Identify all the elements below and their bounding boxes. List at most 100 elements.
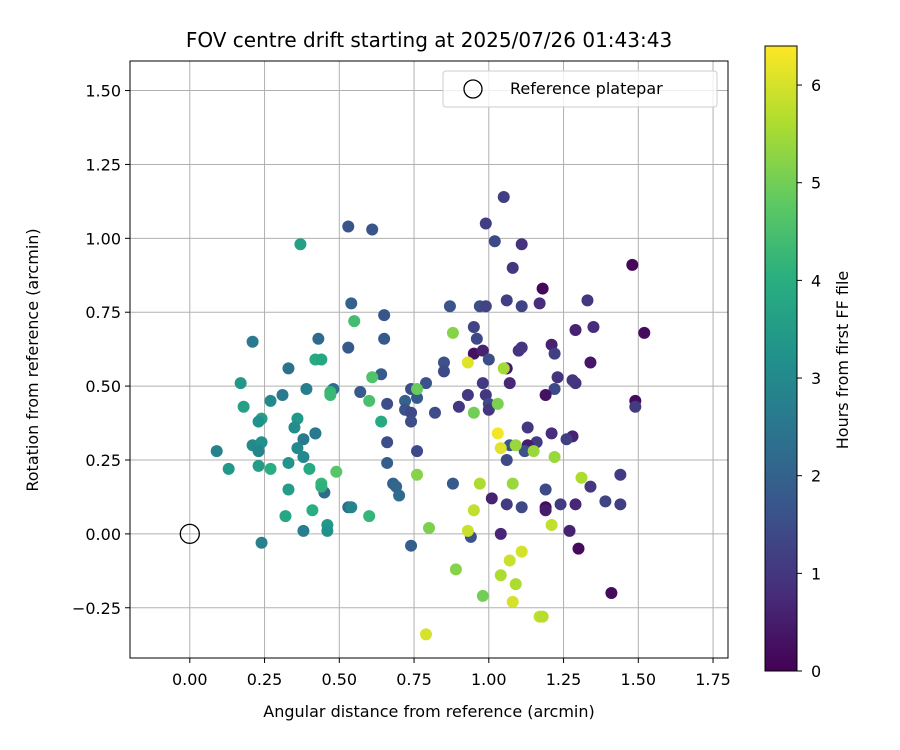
data-point: [548, 383, 561, 396]
data-point: [375, 415, 388, 428]
data-point: [599, 495, 612, 508]
data-point: [345, 501, 358, 514]
x-tick-label: 1.25: [546, 670, 582, 689]
x-tick-label: 1.75: [695, 670, 731, 689]
data-point: [461, 356, 474, 369]
data-point: [509, 439, 522, 452]
x-tick-label: 1.50: [620, 670, 656, 689]
data-point: [461, 524, 474, 537]
data-point: [509, 578, 522, 591]
data-point: [291, 442, 304, 455]
data-point: [461, 388, 474, 401]
data-point: [614, 468, 627, 481]
x-tick-label: 0.25: [247, 670, 283, 689]
data-point: [494, 569, 507, 582]
data-point: [348, 315, 361, 328]
data-point: [470, 332, 483, 345]
data-point: [521, 421, 534, 434]
data-point: [393, 489, 406, 502]
data-point: [506, 477, 519, 490]
data-point: [437, 365, 450, 378]
data-point: [506, 595, 519, 608]
data-point: [545, 427, 558, 440]
colorbar-tick-label: 4: [811, 271, 821, 290]
data-point: [548, 451, 561, 464]
data-point: [411, 383, 424, 396]
data-point: [264, 394, 277, 407]
data-point: [294, 238, 307, 251]
data-point: [428, 406, 441, 419]
data-point: [405, 415, 418, 428]
data-point: [479, 217, 492, 230]
x-axis-ticks: 0.00 0.25 0.50 0.75 1.00 1.25 1.50 1.75: [172, 658, 731, 689]
data-point: [282, 483, 295, 496]
data-point: [539, 483, 552, 496]
colorbar-tick-label: 3: [811, 369, 821, 388]
data-point: [297, 451, 310, 464]
data-point: [297, 433, 310, 446]
data-point: [476, 589, 489, 602]
data-point: [587, 320, 600, 333]
data-point: [222, 462, 235, 475]
legend-open-circle-icon: [463, 79, 483, 99]
data-point: [446, 477, 459, 490]
data-point: [252, 445, 265, 458]
data-point: [494, 442, 507, 455]
data-point: [279, 510, 292, 523]
data-point: [342, 220, 355, 233]
data-point: [497, 362, 510, 375]
data-point: [566, 374, 579, 387]
data-point: [381, 397, 394, 410]
data-point: [638, 326, 651, 339]
data-point: [282, 456, 295, 469]
data-point: [575, 471, 588, 484]
x-axis-label: Angular distance from reference (arcmin): [263, 702, 594, 721]
data-point: [515, 545, 528, 558]
data-point: [315, 353, 328, 366]
colorbar-ticks: 0 1 2 3 4 5 6: [797, 76, 821, 681]
data-point: [536, 610, 549, 623]
data-point: [381, 456, 394, 469]
data-point: [503, 554, 516, 567]
data-point: [315, 480, 328, 493]
data-point: [354, 386, 367, 399]
colorbar-tick-label: 5: [811, 174, 821, 193]
data-point: [252, 459, 265, 472]
data-point: [288, 421, 301, 434]
colorbar-gradient: [764, 45, 798, 672]
data-point: [297, 524, 310, 537]
data-point: [500, 294, 513, 307]
data-point: [629, 400, 642, 413]
y-axis-label: Rotation from reference (arcmin): [23, 228, 42, 491]
data-point: [569, 323, 582, 336]
y-tick-label: 0.50: [85, 377, 121, 396]
data-point: [626, 258, 639, 271]
data-point: [563, 524, 576, 537]
data-point: [572, 542, 585, 555]
data-point: [345, 297, 358, 310]
data-point: [399, 394, 412, 407]
data-point: [554, 498, 567, 511]
data-point: [491, 397, 504, 410]
data-point: [500, 498, 513, 511]
data-point: [324, 388, 337, 401]
data-point: [548, 347, 561, 360]
y-axis-ticks: −0.25 0.00 0.25 0.50 0.75 1.00 1.25 1.50: [72, 82, 130, 618]
data-point: [482, 403, 495, 416]
data-point: [411, 445, 424, 458]
data-point: [527, 445, 540, 458]
data-point: [518, 445, 531, 458]
data-point: [423, 521, 435, 534]
data-point: [533, 297, 546, 310]
data-point: [476, 377, 489, 390]
data-point: [363, 510, 376, 523]
data-point: [584, 356, 597, 369]
y-tick-label: −0.25: [72, 599, 121, 618]
data-point: [545, 519, 558, 532]
y-tick-label: 1.00: [85, 229, 121, 248]
x-tick-label: 0.00: [172, 670, 208, 689]
data-point: [282, 362, 295, 375]
data-point: [485, 492, 498, 505]
data-point: [560, 433, 573, 446]
